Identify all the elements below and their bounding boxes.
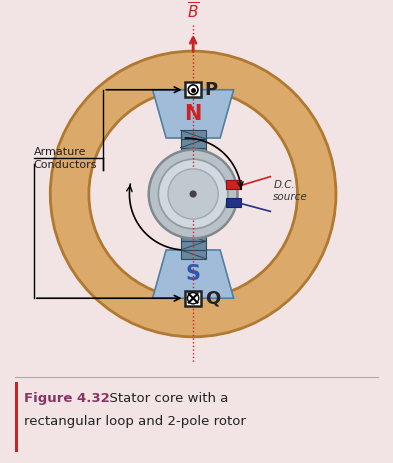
Circle shape — [149, 150, 237, 238]
Bar — [180, 241, 206, 250]
Text: $\overline{B}$: $\overline{B}$ — [187, 2, 199, 22]
Polygon shape — [152, 250, 234, 298]
Circle shape — [50, 51, 336, 337]
Text: rectangular loop and 2-pole rotor: rectangular loop and 2-pole rotor — [24, 415, 246, 428]
Circle shape — [89, 90, 298, 298]
Text: Q: Q — [205, 289, 220, 307]
Text: S: S — [185, 264, 200, 284]
Circle shape — [158, 159, 228, 229]
Text: P: P — [205, 81, 218, 99]
Bar — [185, 82, 201, 98]
Bar — [180, 148, 206, 156]
Circle shape — [190, 191, 196, 197]
Text: Armature
Conductors: Armature Conductors — [34, 147, 97, 170]
Bar — [180, 130, 206, 139]
Bar — [180, 139, 206, 148]
Bar — [180, 165, 206, 174]
Text: Figure 4.32: Figure 4.32 — [24, 392, 110, 405]
Text: N: N — [184, 104, 202, 124]
Text: Stator core with a: Stator core with a — [101, 392, 229, 405]
Bar — [226, 198, 241, 206]
Bar — [180, 215, 206, 224]
Circle shape — [168, 169, 218, 219]
Polygon shape — [152, 90, 234, 138]
Bar — [180, 232, 206, 241]
Bar — [15, 382, 18, 452]
Bar — [185, 290, 201, 306]
Text: D.C.
source: D.C. source — [273, 180, 308, 202]
Bar — [226, 181, 241, 189]
Bar — [180, 156, 206, 165]
Bar — [180, 224, 206, 232]
Bar — [180, 250, 206, 259]
